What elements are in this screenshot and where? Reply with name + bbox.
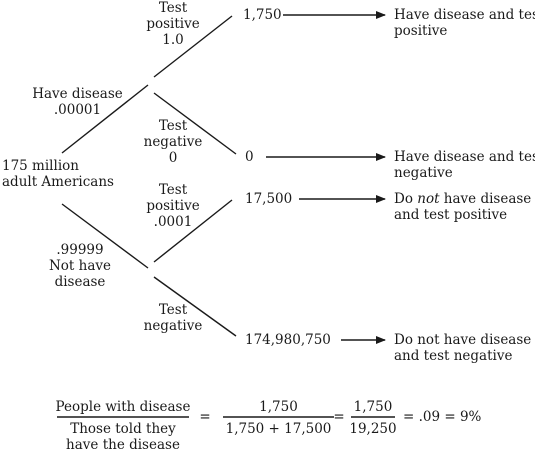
outcome-not-negative: Do not have disease and test negative <box>394 332 531 364</box>
branch-have-probability: .00001 <box>53 102 102 118</box>
branch-not-line3: disease <box>54 274 106 290</box>
outcome-have-pos-line1: Have disease and test <box>394 7 535 23</box>
sub-not-pos-line1: Test <box>158 182 188 198</box>
outcome-not-pos-line1: Do not have disease <box>394 191 531 207</box>
sub-have-neg-line2: negative <box>143 134 203 150</box>
branch-line-have-test-negative <box>153 92 237 155</box>
sub-not-neg-line2: negative <box>143 318 203 334</box>
outcome-have-pos-line2: positive <box>394 23 448 39</box>
formula-numerator-2: 1,750 <box>259 399 298 415</box>
root-label-line1: 175 million <box>2 158 79 174</box>
count-not-positive: 17,500 <box>245 191 293 207</box>
formula-den1-line2: have the disease <box>66 437 180 453</box>
formula-result: = .09 = 9% <box>403 409 482 425</box>
outcome-not-neg-line1: Do not have disease <box>394 332 532 348</box>
formula-denominator-2: 1,750 + 17,500 <box>225 421 332 437</box>
sub-have-pos-probability: 1.0 <box>162 32 184 48</box>
branch-line-have-disease <box>61 84 149 154</box>
branch-have-line1: Have disease <box>32 86 123 102</box>
formula-numerator-1: People with disease <box>55 399 191 415</box>
sub-label-have-test-positive: Test positive 1.0 <box>133 0 213 48</box>
sub-have-pos-line2: positive <box>146 16 200 32</box>
outcome-have-positive: Have disease and test positive <box>394 7 535 39</box>
branch-line-have-test-positive <box>153 15 233 78</box>
count-not-negative: 174,980,750 <box>245 332 331 348</box>
formula-denominator-3: 19,250 <box>349 421 397 437</box>
branch-label-have-disease: Have disease .00001 <box>30 86 125 118</box>
root-label: 175 million adult Americans <box>2 158 114 190</box>
sub-not-neg-line1: Test <box>158 302 188 318</box>
sub-have-pos-line1: Test <box>158 0 188 16</box>
outcome-not-positive: Do not have disease and test positive <box>394 191 531 223</box>
sub-label-not-test-positive: Test positive .0001 <box>133 182 213 230</box>
formula-denominator-1: Those told they have the disease <box>52 421 194 453</box>
branch-line-not-have-disease <box>61 203 149 269</box>
sub-label-have-test-negative: Test negative 0 <box>133 118 213 166</box>
outcome-not-pos-emphasis: not <box>417 191 440 207</box>
root-label-line2: adult Americans <box>2 174 114 190</box>
outcome-have-neg-line1: Have disease and test <box>394 149 535 165</box>
branch-line-not-test-negative <box>153 276 237 337</box>
formula-numerator-3: 1,750 <box>353 399 393 415</box>
sub-have-neg-line1: Test <box>158 118 188 134</box>
branch-not-probability: .99999 <box>56 242 104 258</box>
branch-not-line2: Not have <box>48 258 111 274</box>
count-have-positive: 1,750 <box>243 7 282 23</box>
formula-equals-2: = <box>333 409 345 425</box>
branch-label-not-have-disease: .99999 Not have disease <box>40 242 120 290</box>
sub-label-not-test-negative: Test negative <box>133 302 213 334</box>
outcome-not-neg-line2: and test negative <box>394 348 513 364</box>
outcome-not-pos-pre: Do <box>394 191 418 207</box>
sub-not-pos-line2: positive <box>146 198 200 214</box>
outcome-have-negative: Have disease and test negative <box>394 149 535 181</box>
outcome-not-pos-post: have disease <box>439 191 532 207</box>
outcome-not-pos-line2: and test positive <box>394 207 508 223</box>
branch-line-not-test-positive <box>153 199 233 263</box>
formula-den1-line1: Those told they <box>70 421 176 437</box>
sub-not-pos-probability: .0001 <box>153 214 193 230</box>
outcome-have-neg-line2: negative <box>394 165 453 181</box>
count-have-negative: 0 <box>245 149 254 165</box>
formula-equals-1: = <box>199 409 211 425</box>
sub-have-neg-probability: 0 <box>168 150 178 166</box>
